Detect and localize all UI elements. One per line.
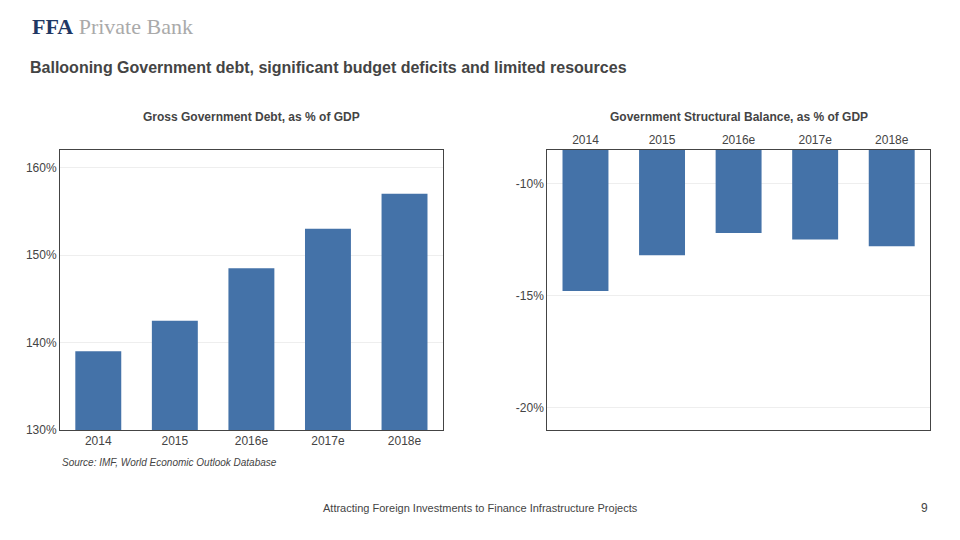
svg-text:2017e: 2017e: [311, 434, 345, 448]
svg-text:FFA Private Bank: FFA Private Bank: [32, 14, 193, 39]
svg-text:2018e: 2018e: [875, 133, 909, 147]
svg-text:-20%: -20%: [516, 401, 544, 415]
svg-text:-15%: -15%: [516, 289, 544, 303]
svg-text:2016e: 2016e: [235, 434, 269, 448]
svg-text:160%: 160%: [26, 161, 57, 175]
svg-text:Source: IMF, World Economic Ou: Source: IMF, World Economic Outlook Data…: [62, 457, 277, 468]
svg-text:2014: 2014: [85, 434, 112, 448]
svg-text:2014: 2014: [572, 133, 599, 147]
svg-text:Gross Government Debt, as % of: Gross Government Debt, as % of GDP: [143, 110, 360, 124]
svg-text:Government Structural Balance,: Government Structural Balance, as % of G…: [610, 110, 868, 124]
svg-text:9: 9: [921, 501, 928, 515]
svg-text:2016e: 2016e: [722, 133, 756, 147]
svg-text:2018e: 2018e: [388, 434, 422, 448]
svg-text:Ballooning Government debt, si: Ballooning Government debt, significant …: [30, 59, 627, 76]
svg-text:2017e: 2017e: [798, 133, 832, 147]
svg-text:130%: 130%: [26, 423, 57, 437]
svg-text:-10%: -10%: [516, 177, 544, 191]
svg-text:140%: 140%: [26, 336, 57, 350]
svg-text:150%: 150%: [26, 248, 57, 262]
svg-text:2015: 2015: [161, 434, 188, 448]
svg-text:Attracting Foreign Investments: Attracting Foreign Investments to Financ…: [323, 502, 638, 514]
svg-text:2015: 2015: [649, 133, 676, 147]
